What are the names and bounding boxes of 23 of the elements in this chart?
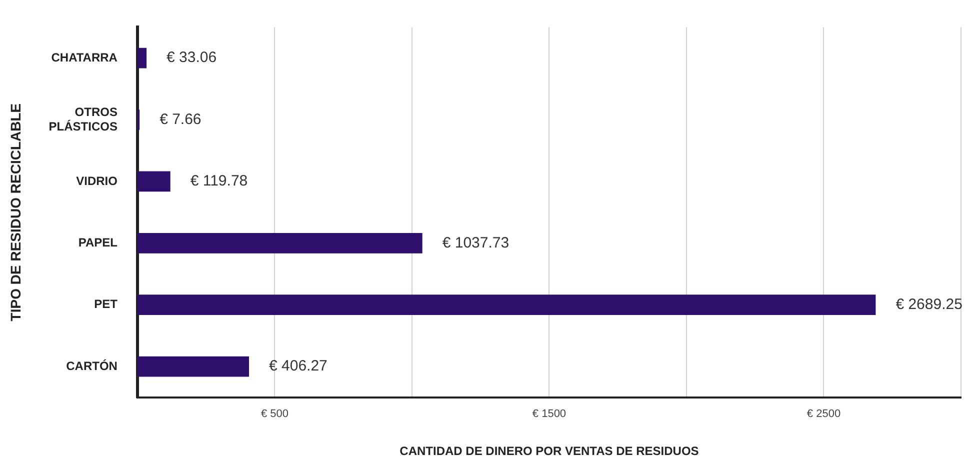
data-label: € 406.27 [268, 358, 328, 375]
y-tick-label: PET [94, 297, 118, 312]
data-label: € 7.66 [160, 110, 202, 128]
data-label: € 2689.25 [896, 296, 962, 313]
bar [137, 48, 147, 68]
data-label: € 119.78 [190, 172, 248, 190]
x-tick-label: € 1500 [532, 408, 566, 420]
y-axis-title: TIPO DE RESIDUO RECICLABLE [7, 103, 24, 322]
y-tick-label: CARTÓN [66, 358, 118, 373]
x-tick-label: € 2500 [806, 408, 841, 420]
data-label: € 33.06 [166, 49, 217, 66]
bar [137, 110, 140, 130]
bar [137, 356, 249, 377]
bar [137, 294, 876, 316]
x-axis-title: CANTIDAD DE DINERO POR VENTAS DE RESIDUOS [400, 444, 699, 458]
y-tick-label: PAPEL [78, 235, 118, 250]
y-tick-label: CHATARRA [51, 50, 118, 64]
x-tick-label: € 500 [260, 408, 288, 420]
bar [137, 171, 170, 192]
data-label: € 1037.73 [442, 234, 510, 252]
y-tick-label: VIDRIO [76, 174, 118, 188]
y-tick-label: OTROS PLÁSTICOS [48, 104, 118, 134]
bar [137, 232, 422, 254]
